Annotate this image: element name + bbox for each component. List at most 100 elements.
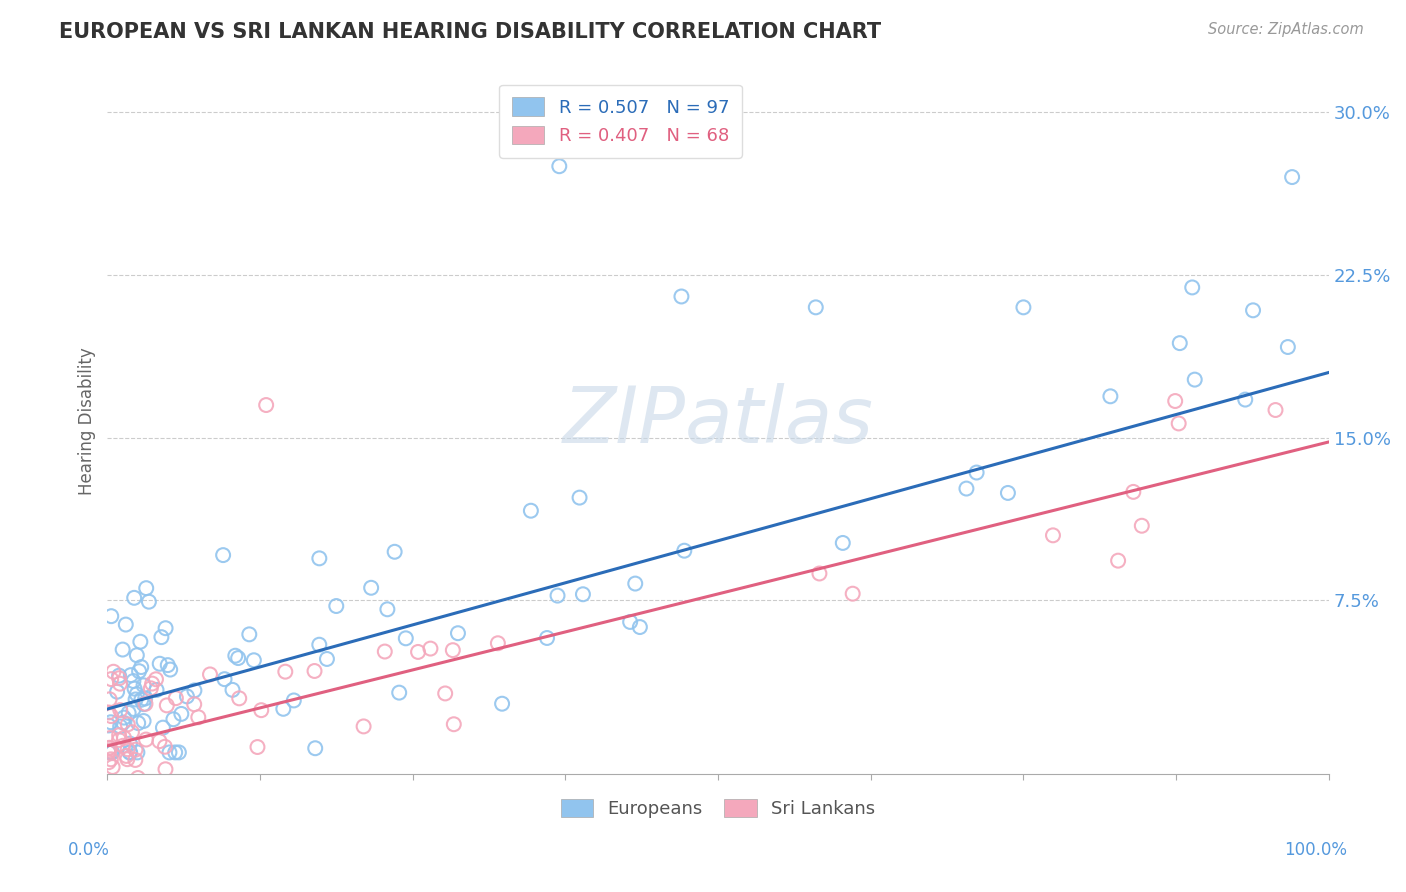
Point — [100, 715, 122, 730]
Point — [671, 289, 693, 303]
Point — [105, 684, 128, 698]
Point — [128, 664, 150, 678]
Point — [110, 703, 132, 717]
Point — [138, 595, 160, 609]
Point — [153, 739, 176, 754]
Point — [125, 687, 148, 701]
Point — [360, 581, 382, 595]
Point — [127, 771, 149, 785]
Point — [1130, 518, 1153, 533]
Point — [1281, 170, 1303, 185]
Point — [997, 486, 1019, 500]
Point — [97, 746, 120, 760]
Point — [135, 732, 157, 747]
Point — [491, 697, 513, 711]
Point — [353, 719, 375, 733]
Point — [308, 551, 330, 566]
Point — [132, 697, 155, 711]
Point — [155, 762, 177, 776]
Point — [377, 602, 399, 616]
Point — [108, 733, 131, 747]
Point — [149, 657, 172, 671]
Point — [568, 491, 591, 505]
Point — [112, 739, 135, 753]
Point — [673, 543, 696, 558]
Point — [156, 698, 179, 713]
Point — [246, 739, 269, 754]
Point — [628, 620, 651, 634]
Point — [1264, 403, 1286, 417]
Point — [434, 686, 457, 700]
Point — [135, 581, 157, 595]
Point — [316, 652, 339, 666]
Point — [98, 741, 121, 756]
Point — [145, 682, 167, 697]
Point — [135, 799, 157, 814]
Point — [127, 746, 149, 760]
Point — [141, 676, 163, 690]
Point — [162, 712, 184, 726]
Point — [132, 678, 155, 692]
Point — [159, 746, 181, 760]
Point — [134, 691, 156, 706]
Point — [183, 698, 205, 712]
Point — [165, 691, 187, 706]
Point — [831, 536, 853, 550]
Point — [624, 576, 647, 591]
Point — [122, 702, 145, 716]
Point — [108, 728, 131, 742]
Point — [304, 741, 326, 756]
Point — [388, 685, 411, 699]
Point — [145, 673, 167, 687]
Point — [98, 731, 121, 745]
Point — [101, 760, 124, 774]
Point — [243, 653, 266, 667]
Point — [104, 793, 127, 807]
Point — [152, 721, 174, 735]
Point — [395, 632, 418, 646]
Point — [447, 626, 470, 640]
Point — [304, 664, 326, 678]
Legend: Europeans, Sri Lankans: Europeans, Sri Lankans — [554, 791, 883, 825]
Point — [97, 718, 120, 732]
Point — [254, 398, 277, 412]
Point — [955, 482, 977, 496]
Text: ZIPatlas: ZIPatlas — [562, 384, 873, 459]
Point — [103, 665, 125, 679]
Point — [325, 599, 347, 613]
Point — [183, 683, 205, 698]
Text: Source: ZipAtlas.com: Source: ZipAtlas.com — [1208, 22, 1364, 37]
Point — [250, 703, 273, 717]
Point — [520, 504, 543, 518]
Point — [159, 663, 181, 677]
Point — [124, 692, 146, 706]
Point — [110, 780, 132, 794]
Point — [221, 682, 243, 697]
Point — [274, 665, 297, 679]
Point — [841, 587, 863, 601]
Point — [1042, 528, 1064, 542]
Point — [1099, 389, 1122, 403]
Point — [804, 301, 827, 315]
Point — [118, 746, 141, 760]
Point — [572, 587, 595, 601]
Point — [101, 746, 124, 760]
Text: 0.0%: 0.0% — [67, 840, 110, 858]
Point — [228, 691, 250, 706]
Point — [283, 693, 305, 707]
Point — [406, 645, 429, 659]
Point — [224, 648, 246, 663]
Point — [165, 746, 187, 760]
Point — [619, 615, 641, 629]
Point — [134, 697, 156, 711]
Point — [112, 710, 135, 724]
Point — [98, 692, 121, 706]
Text: 100.0%: 100.0% — [1284, 840, 1347, 858]
Point — [548, 159, 571, 173]
Point — [101, 784, 124, 798]
Point — [273, 702, 295, 716]
Point — [125, 648, 148, 663]
Point — [120, 668, 142, 682]
Point — [1122, 484, 1144, 499]
Point — [117, 742, 139, 756]
